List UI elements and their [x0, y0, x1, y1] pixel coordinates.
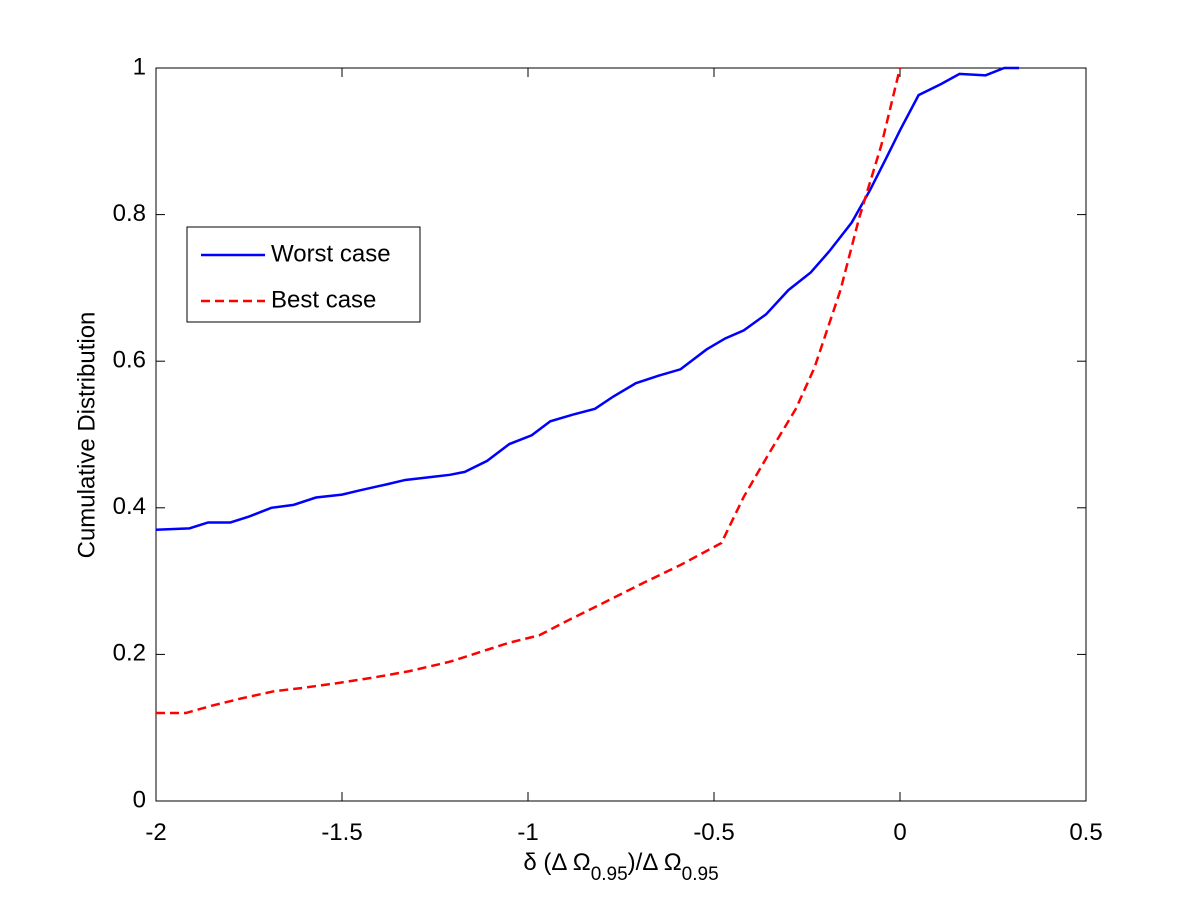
x-axis-label: δ (Δ Ω0.95)/Δ Ω0.95: [523, 849, 718, 885]
y-tick-label: 0.4: [113, 493, 146, 520]
x-label-part: δ (Δ Ω: [523, 849, 590, 876]
x-label-part: )/Δ Ω: [628, 849, 682, 876]
series-line: [155, 66, 1020, 532]
x-tick-label: -2: [145, 819, 166, 846]
y-tick-label: 0.6: [113, 347, 146, 374]
x-tick-label: -0.5: [693, 819, 734, 846]
plot-frame: [155, 67, 1087, 802]
x-tick-label: 0: [893, 819, 906, 846]
x-tick-label: -1.5: [321, 819, 362, 846]
series-line: [156, 67, 902, 715]
y-tick-label: 1: [133, 53, 146, 80]
y-tick-label: 0.2: [113, 640, 146, 667]
y-axis-label: Cumulative Distribution: [73, 312, 100, 559]
x-tick-label: 0.5: [1069, 819, 1102, 846]
x-label-sub: 0.95: [682, 864, 719, 885]
legend-label: Worst case: [271, 240, 391, 267]
y-tick-label: 0: [133, 786, 146, 813]
y-tick-label: 0.8: [113, 200, 146, 227]
x-tick-label: -1: [517, 819, 538, 846]
x-label-sub: 0.95: [591, 864, 628, 885]
legend-box: [186, 226, 421, 323]
legend-label: Best case: [271, 286, 376, 313]
